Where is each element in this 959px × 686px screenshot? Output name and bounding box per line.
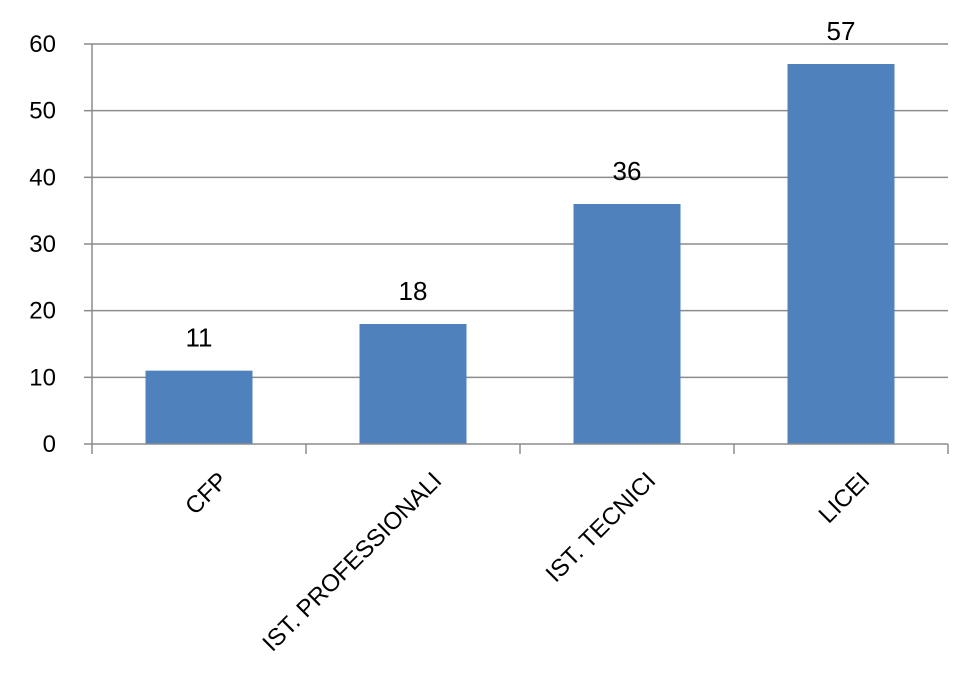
bar-cfp (145, 370, 253, 444)
y-tick-label: 10 (29, 364, 56, 391)
data-label: 57 (827, 16, 856, 46)
x-tick-label: LICEI (814, 467, 876, 529)
y-tick-label: 0 (43, 431, 56, 458)
x-tick-label: IST. TECNICI (541, 467, 662, 588)
y-tick-label: 60 (29, 31, 56, 58)
y-axis-ticks: 0 10 20 30 40 50 60 (29, 31, 92, 458)
data-labels: 11 18 36 57 (186, 16, 856, 353)
y-tick-label: 50 (29, 98, 56, 125)
x-tick-label: IST. PROFESSIONALI (257, 467, 447, 657)
data-label: 18 (399, 276, 428, 306)
data-label: 36 (613, 156, 642, 186)
bar-series (145, 64, 895, 444)
y-tick-label: 30 (29, 231, 56, 258)
x-axis-ticks: CFP IST. PROFESSIONALI IST. TECNICI LICEI (91, 444, 949, 657)
data-label: 11 (186, 323, 213, 353)
bar-ist-professionali (359, 324, 467, 444)
bar-ist-tecnici (573, 204, 681, 444)
bar-licei (787, 64, 895, 444)
y-tick-label: 40 (29, 164, 56, 191)
y-tick-label: 20 (29, 298, 56, 325)
x-tick-label: CFP (180, 467, 233, 520)
